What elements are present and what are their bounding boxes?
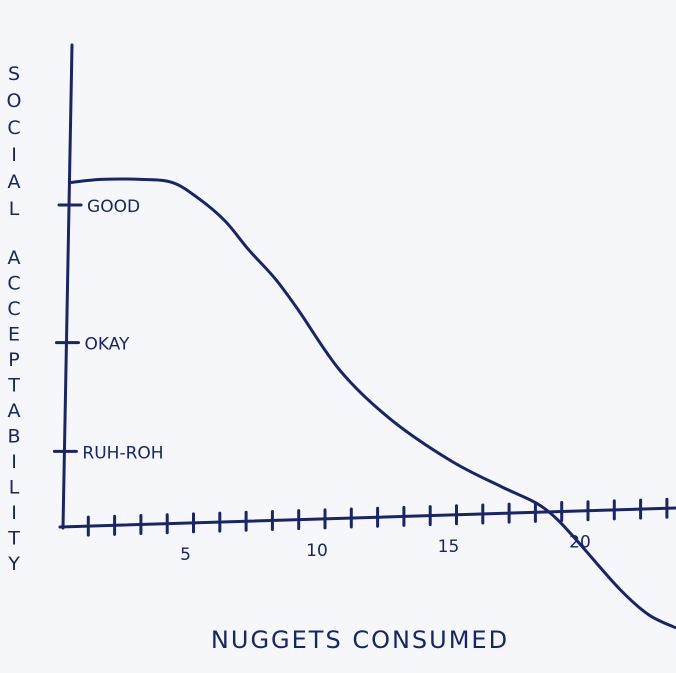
y-axis-title-letter: A (8, 171, 21, 193)
y-axis-title-letter: I (11, 451, 17, 473)
y-axis-title-letter: L (9, 198, 20, 220)
y-axis-title-letter: S (8, 63, 20, 85)
y-axis (61, 43, 74, 530)
y-tick-label: GOOD (87, 197, 140, 217)
y-axis-title-letter: C (7, 298, 20, 320)
y-axis-title-letter: P (8, 349, 19, 371)
y-axis-title-letter: I (11, 144, 17, 166)
y-axis-title-letter: A (8, 247, 21, 269)
y-axis-title-letter: O (7, 90, 22, 112)
y-axis-title-letter: L (9, 477, 20, 499)
y-tick-label: RUH-ROH (82, 443, 163, 463)
data-line (68, 177, 676, 629)
x-axis-title: NUGGETS CONSUMED (211, 626, 509, 654)
y-axis-title-letter: B (7, 426, 20, 448)
x-tick-label: 5 (180, 545, 191, 565)
y-axis-title-letter: T (7, 528, 20, 550)
x-axis (58, 506, 676, 529)
y-axis-title-letter: C (7, 117, 20, 139)
y-axis-title-letter: C (7, 273, 20, 295)
x-tick-label: 10 (306, 541, 328, 561)
y-axis-title-letter: A (8, 400, 21, 422)
y-axis-title-letter: Y (7, 553, 20, 575)
y-axis-title-letter: I (11, 502, 17, 524)
y-tick-label: OKAY (84, 335, 130, 355)
y-axis-title-letter: E (8, 324, 20, 346)
x-tick-label: 15 (438, 537, 460, 557)
y-axis-title-letter: T (7, 375, 20, 397)
